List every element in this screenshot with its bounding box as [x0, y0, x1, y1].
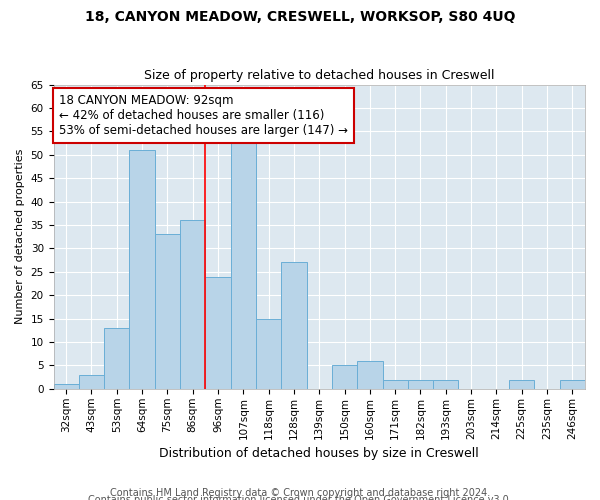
- Bar: [357, 361, 383, 389]
- Bar: [383, 380, 408, 389]
- Title: Size of property relative to detached houses in Creswell: Size of property relative to detached ho…: [144, 69, 494, 82]
- Bar: [433, 380, 458, 389]
- Text: Contains public sector information licensed under the Open Government Licence v3: Contains public sector information licen…: [88, 495, 512, 500]
- Bar: [53, 384, 79, 389]
- X-axis label: Distribution of detached houses by size in Creswell: Distribution of detached houses by size …: [160, 447, 479, 460]
- Bar: [408, 380, 433, 389]
- Y-axis label: Number of detached properties: Number of detached properties: [15, 149, 25, 324]
- Bar: [155, 234, 180, 389]
- Text: 18, CANYON MEADOW, CRESWELL, WORKSOP, S80 4UQ: 18, CANYON MEADOW, CRESWELL, WORKSOP, S8…: [85, 10, 515, 24]
- Text: 18 CANYON MEADOW: 92sqm
← 42% of detached houses are smaller (116)
53% of semi-d: 18 CANYON MEADOW: 92sqm ← 42% of detache…: [59, 94, 348, 136]
- Text: Contains HM Land Registry data © Crown copyright and database right 2024.: Contains HM Land Registry data © Crown c…: [110, 488, 490, 498]
- Bar: [560, 380, 585, 389]
- Bar: [79, 375, 104, 389]
- Bar: [130, 150, 155, 389]
- Bar: [205, 276, 230, 389]
- Bar: [281, 262, 307, 389]
- Bar: [509, 380, 535, 389]
- Bar: [256, 318, 281, 389]
- Bar: [104, 328, 130, 389]
- Bar: [332, 366, 357, 389]
- Bar: [230, 136, 256, 389]
- Bar: [180, 220, 205, 389]
